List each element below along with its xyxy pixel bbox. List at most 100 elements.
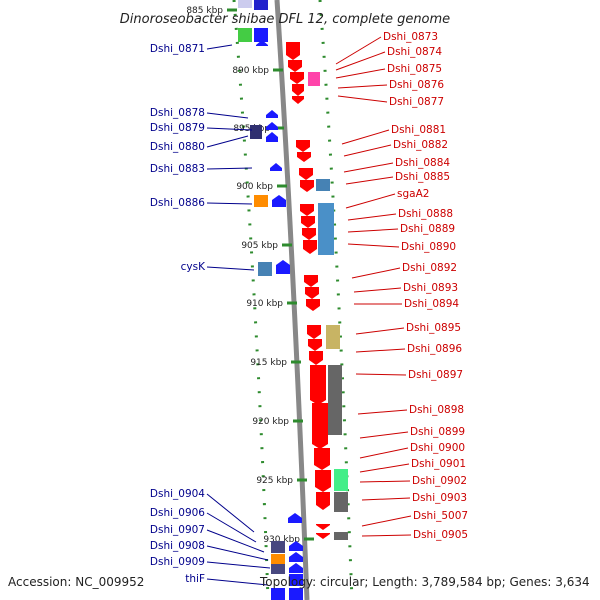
gene-leader-line (347, 213, 397, 221)
gene-arrow-reverse (316, 492, 330, 510)
gene-label-right: Dshi_5007 (413, 510, 468, 522)
left-label-group: Dshi_0871 Dshi_0878 Dshi_0879 Dshi_0880 Dshi… (150, 43, 271, 586)
gene-leader-line (337, 84, 388, 89)
gene-label-right: Dshi_0875 (387, 63, 442, 75)
gene-leader-line (206, 127, 253, 131)
gene-leader-line (206, 135, 249, 148)
gene-leader-line (206, 561, 271, 569)
gene-arrow-reverse (288, 60, 302, 72)
gene-arrow-forward (288, 513, 302, 523)
gene-leader-line (361, 515, 412, 527)
gene-label-right: Dshi_0881 (391, 124, 446, 136)
gene-leader-line (353, 287, 402, 293)
gene-label-left: Dshi_0908 (150, 540, 205, 552)
gene-arrow-forward (289, 541, 303, 551)
gene-label-right: Dshi_0893 (403, 282, 458, 294)
gene-block (328, 365, 342, 435)
topology-text: Topology: circular; Length: 3,789,584 bp… (259, 575, 590, 589)
gene-label-right: sgaA2 (397, 188, 429, 200)
gene-block (308, 72, 320, 86)
gene-leader-line (345, 193, 396, 209)
gene-arrow-reverse (301, 216, 315, 228)
gene-leader-line (361, 534, 412, 537)
gene-leader-line (206, 545, 269, 561)
gene-label-left: Dshi_0878 (150, 107, 205, 119)
scale-tick-label: 900 kbp (236, 182, 273, 192)
scale-tick-label: 920 kbp (252, 417, 289, 427)
gene-arrow-forward (256, 40, 268, 46)
gene-block (271, 554, 285, 564)
gene-label-right: Dshi_0899 (410, 426, 465, 438)
gene-label-right: Dshi_0889 (400, 223, 455, 235)
gene-block (289, 588, 303, 600)
gene-label-right: Dshi_0882 (393, 139, 448, 151)
gene-label-right: Dshi_0873 (383, 31, 438, 43)
gene-arrow-reverse (300, 180, 314, 192)
gene-label-left: Dshi_0906 (150, 507, 205, 519)
gene-leader-line (345, 176, 394, 185)
gene-arrow-reverse (304, 275, 318, 287)
gene-block (254, 195, 268, 207)
gene-leader-line (343, 162, 394, 173)
gene-leader-line (206, 44, 233, 50)
gene-arrow-reverse (316, 524, 330, 530)
gene-leader-line (355, 373, 407, 376)
inner-dotted-track (232, 0, 270, 600)
gene-arrow-reverse (308, 339, 322, 351)
gene-label-left: Dshi_0904 (150, 488, 205, 500)
gene-arrow-forward (270, 163, 282, 171)
gene-arrow-reverse (303, 240, 317, 254)
gene-block (334, 492, 348, 512)
gene-block (271, 588, 285, 600)
gene-block (316, 179, 330, 191)
gene-arrow-reverse (302, 228, 316, 240)
gene-label-left: Dshi_0871 (150, 43, 205, 55)
gene-arrow-reverse (300, 204, 314, 216)
gene-label-left: cysK (181, 261, 206, 273)
scale-tick-label: 905 kbp (241, 241, 278, 251)
gene-leader-line (206, 112, 249, 119)
gene-label-right: Dshi_0890 (401, 241, 456, 253)
gene-arrow-reverse (310, 365, 326, 405)
gene-arrow-reverse (305, 287, 319, 299)
gene-label-right: Dshi_0901 (411, 458, 466, 470)
scale-tick-label: 910 kbp (246, 299, 283, 309)
gene-leader-line (361, 497, 411, 501)
gene-leader-line (355, 327, 405, 335)
gene-leader-line (206, 266, 255, 271)
gene-arrow-reverse (312, 403, 328, 449)
gene-leader-line (206, 578, 269, 586)
gene-leader-line (347, 243, 400, 248)
gene-label-left: Dshi_0879 (150, 122, 205, 134)
gene-label-right: Dshi_0905 (413, 529, 468, 541)
gene-label-left: Dshi_0907 (150, 524, 205, 536)
scale-tick-label: 925 kbp (256, 476, 293, 486)
gene-label-right: Dshi_0898 (409, 404, 464, 416)
gene-label-right: Dshi_0897 (408, 369, 463, 381)
right-label-group: Dshi_0873 Dshi_0874 Dshi_0875 Dshi_0876 Dshi… (335, 31, 468, 541)
gene-arrow-forward (289, 563, 303, 573)
gene-arrow-reverse (290, 72, 304, 84)
gene-block (289, 574, 303, 586)
gene-block (326, 325, 340, 349)
gene-arrow-forward (276, 260, 290, 274)
gene-leader-line (206, 202, 253, 205)
gene-leader-line (359, 463, 410, 473)
gene-arrow-reverse (292, 84, 304, 96)
gene-block (318, 203, 334, 255)
gene-label-right: Dshi_0884 (395, 157, 450, 169)
gene-block (271, 541, 285, 553)
scale-tick-label: 915 kbp (250, 358, 287, 368)
gene-leader-line (347, 228, 399, 233)
gene-arrow-reverse (296, 140, 310, 152)
scale-tick-label: 885 kbp (186, 6, 223, 16)
gene-leader-line (206, 529, 265, 553)
outer-dotted-track (318, 0, 354, 600)
gene-block (254, 0, 268, 10)
gene-label-left: Dshi_0880 (150, 141, 205, 153)
gene-block (258, 262, 272, 276)
gene-arrow-reverse (314, 448, 330, 470)
gene-arrow-reverse (299, 168, 313, 180)
